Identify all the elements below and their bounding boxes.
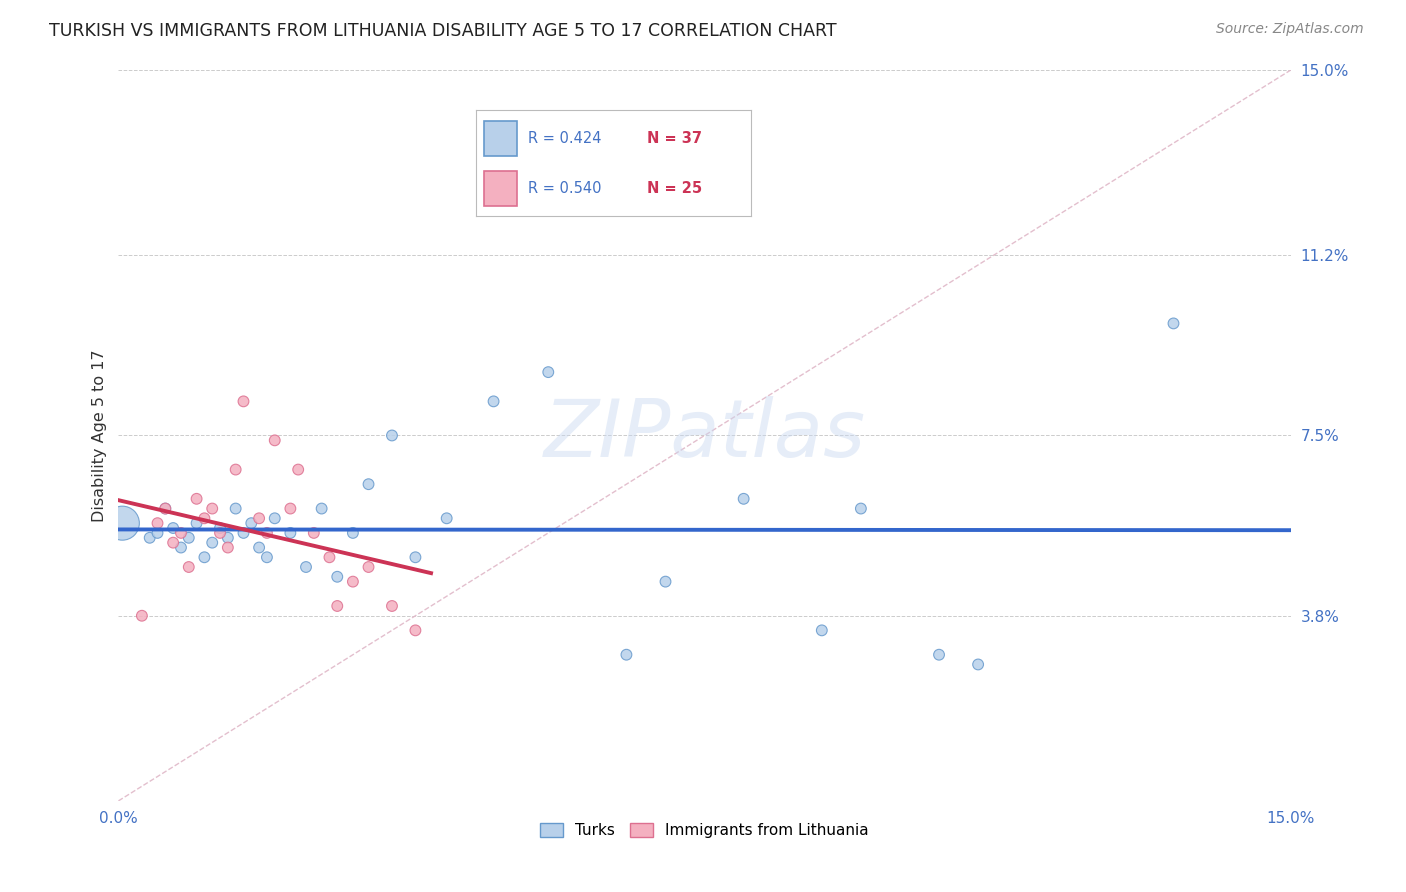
Point (616, 648, 638, 662)
Point (381, 428, 404, 442)
Point (225, 501, 247, 516)
Point (295, 560, 318, 574)
Legend: Turks, Immigrants from Lithuania: Turks, Immigrants from Lithuania (534, 817, 875, 845)
Point (162, 521, 184, 535)
Point (177, 560, 200, 574)
Point (232, 525, 254, 540)
Point (170, 541, 193, 555)
Point (201, 501, 224, 516)
Point (155, 501, 177, 516)
Point (225, 462, 247, 476)
Point (247, 511, 270, 525)
Point (111, 516, 134, 531)
Point (240, 516, 263, 531)
Point (146, 516, 169, 531)
Point (733, 491, 755, 506)
Point (217, 541, 239, 555)
Point (302, 525, 325, 540)
Point (357, 560, 380, 574)
Point (208, 525, 231, 540)
Point (193, 511, 215, 525)
Point (177, 531, 200, 545)
Point (217, 531, 239, 545)
Point (537, 365, 560, 379)
Point (186, 516, 208, 531)
Point (263, 434, 285, 448)
Point (967, 657, 990, 672)
Text: Source: ZipAtlas.com: Source: ZipAtlas.com (1216, 22, 1364, 37)
Point (849, 501, 872, 516)
Point (404, 550, 426, 565)
Point (232, 394, 254, 409)
Point (247, 541, 270, 555)
Point (263, 511, 285, 525)
Point (311, 501, 333, 516)
Point (381, 599, 404, 613)
Point (357, 477, 380, 491)
Point (326, 570, 349, 584)
Point (928, 648, 950, 662)
Point (155, 501, 177, 516)
Point (318, 550, 340, 565)
Text: ZIPatlas: ZIPatlas (544, 396, 866, 475)
Point (208, 521, 231, 535)
Point (342, 525, 364, 540)
Point (436, 511, 458, 525)
Point (482, 394, 505, 409)
Point (654, 574, 676, 589)
Point (146, 525, 169, 540)
Y-axis label: Disability Age 5 to 17: Disability Age 5 to 17 (93, 349, 107, 522)
Text: TURKISH VS IMMIGRANTS FROM LITHUANIA DISABILITY AGE 5 TO 17 CORRELATION CHART: TURKISH VS IMMIGRANTS FROM LITHUANIA DIS… (49, 22, 837, 40)
Point (811, 624, 834, 638)
Point (256, 525, 278, 540)
Point (326, 599, 349, 613)
Point (193, 550, 215, 565)
Point (256, 550, 278, 565)
Point (170, 525, 193, 540)
Point (287, 462, 309, 476)
Point (280, 501, 302, 516)
Point (162, 535, 184, 549)
Point (280, 525, 302, 540)
Point (1163, 317, 1185, 331)
Point (131, 608, 153, 623)
Point (342, 574, 364, 589)
Point (404, 624, 426, 638)
Point (186, 491, 208, 506)
Point (201, 535, 224, 549)
Point (138, 531, 160, 545)
